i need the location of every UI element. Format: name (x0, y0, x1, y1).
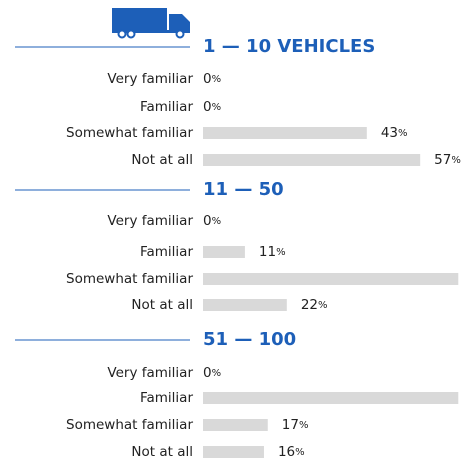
category-label: Somewhat familiar (66, 271, 193, 287)
bar (203, 392, 459, 404)
value-label: 22% (301, 297, 328, 313)
value-label: 0% (203, 99, 221, 115)
category-label: Familiar (140, 390, 193, 406)
value-label: 57% (434, 152, 461, 168)
category-label: Somewhat familiar (66, 417, 193, 433)
value-label: 16% (278, 444, 305, 460)
category-label: Very familiar (107, 71, 193, 87)
category-label: Very familiar (107, 365, 193, 381)
section-title: 51 — 100 (203, 329, 296, 350)
truck-icon (112, 8, 190, 39)
category-label: Familiar (140, 99, 193, 115)
bar (203, 273, 459, 285)
category-label: Not at all (131, 297, 193, 313)
bar (203, 246, 245, 258)
section-title: 1 — 10 VEHICLES (203, 36, 375, 57)
value-label: 43% (381, 125, 408, 141)
bar (203, 154, 421, 166)
bar (203, 127, 367, 139)
value-label: 0% (203, 71, 221, 87)
category-label: Familiar (140, 244, 193, 260)
value-label: 0% (203, 213, 221, 229)
bar (203, 419, 268, 431)
category-label: Not at all (131, 152, 193, 168)
bar (203, 299, 287, 311)
value-label: 11% (259, 244, 286, 260)
value-label: 17% (282, 417, 309, 433)
bar (203, 446, 264, 458)
section-title: 11 — 50 (203, 179, 284, 200)
category-label: Very familiar (107, 213, 193, 229)
value-label: 0% (203, 365, 221, 381)
category-label: Not at all (131, 444, 193, 460)
category-label: Somewhat familiar (66, 125, 193, 141)
